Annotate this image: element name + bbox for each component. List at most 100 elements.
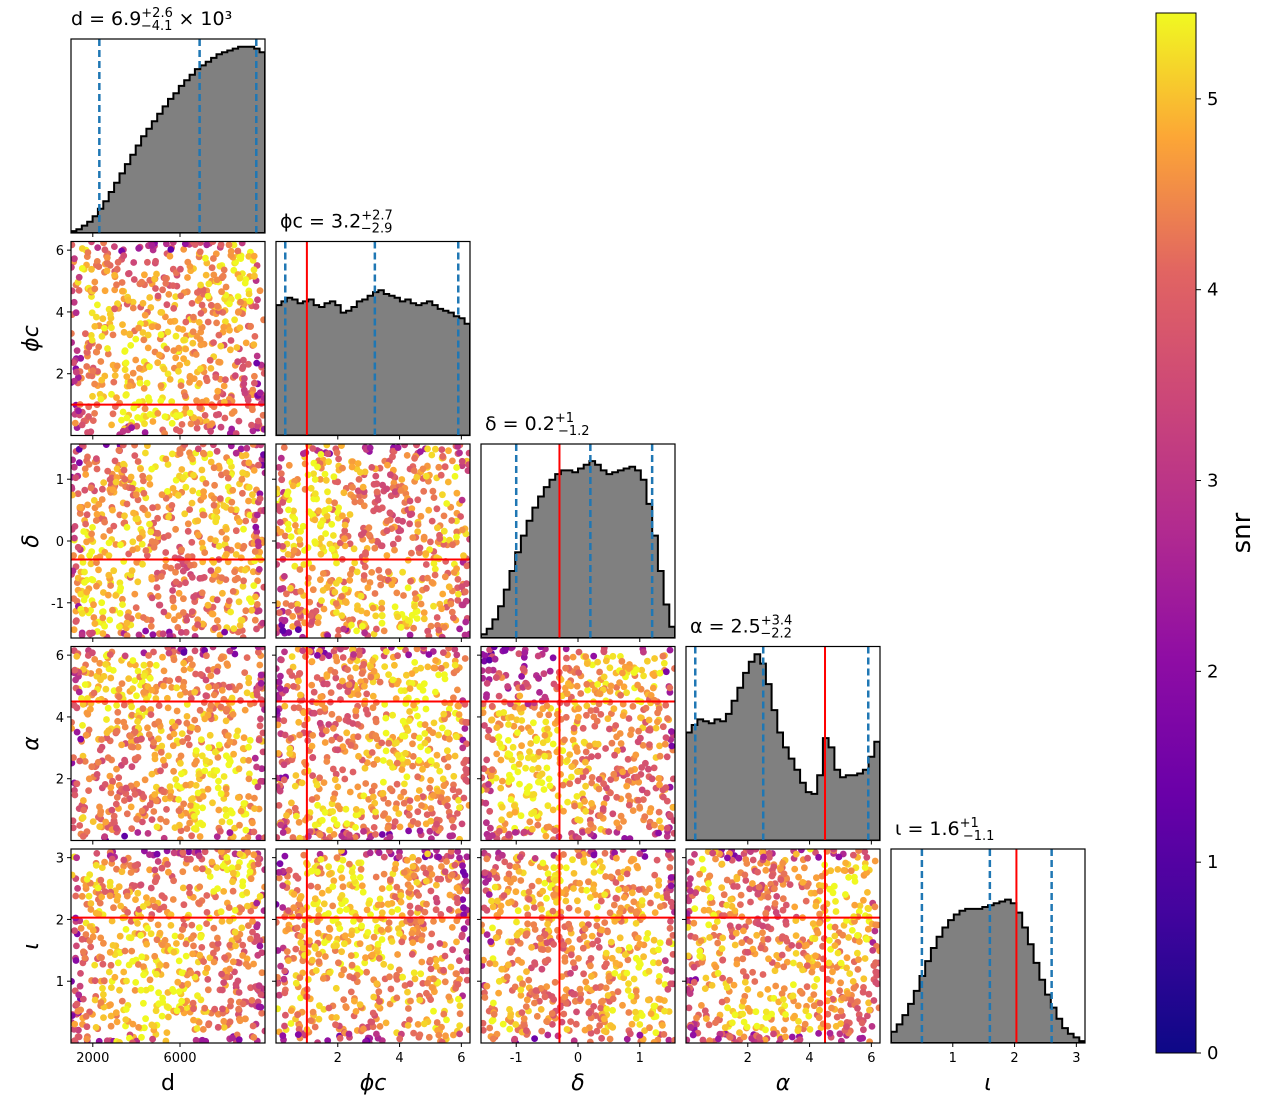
sample-point xyxy=(602,657,610,665)
sample-point xyxy=(651,696,658,704)
sample-point xyxy=(330,725,337,732)
sample-point xyxy=(224,474,232,482)
sample-point xyxy=(650,764,658,772)
sample-point xyxy=(511,802,518,810)
sample-point xyxy=(297,691,304,699)
sample-point xyxy=(140,999,147,1007)
sample-point xyxy=(451,646,459,653)
sample-point xyxy=(134,496,142,504)
sample-point xyxy=(194,517,202,525)
sample-point xyxy=(201,647,209,654)
sample-point xyxy=(316,774,323,782)
sample-point xyxy=(133,780,141,788)
sample-point xyxy=(173,940,180,947)
sample-point xyxy=(132,604,140,612)
sample-point xyxy=(85,461,93,468)
sample-point xyxy=(169,241,177,246)
sample-point xyxy=(401,732,409,740)
sample-point xyxy=(142,449,149,457)
sample-point xyxy=(95,263,103,270)
sample-point xyxy=(516,692,524,700)
sample-point xyxy=(603,794,610,802)
histogram-d xyxy=(71,45,265,233)
sample-point xyxy=(180,595,187,603)
sample-point xyxy=(209,646,217,651)
sample-point xyxy=(150,739,158,746)
sample-point xyxy=(399,717,407,725)
sample-point xyxy=(121,475,129,483)
sample-point xyxy=(242,810,250,818)
sample-point xyxy=(663,824,671,832)
sample-point xyxy=(162,455,170,463)
sample-point xyxy=(151,903,159,911)
sample-point xyxy=(88,763,96,771)
sample-point xyxy=(433,762,440,769)
sample-point xyxy=(582,807,590,815)
sample-point xyxy=(377,542,385,549)
sample-point xyxy=(128,703,136,711)
sample-point xyxy=(546,667,554,675)
sample-point xyxy=(454,686,461,694)
sample-point xyxy=(73,942,80,950)
sample-point xyxy=(307,612,315,619)
y-tick-label: 3 xyxy=(56,852,64,867)
sample-point xyxy=(219,1005,226,1013)
sample-point xyxy=(600,646,608,652)
sample-point xyxy=(389,540,397,548)
sample-point xyxy=(100,939,107,947)
sample-point xyxy=(401,444,408,449)
sample-point xyxy=(395,966,403,974)
sample-point xyxy=(230,625,238,632)
sample-point xyxy=(206,450,214,458)
sample-point xyxy=(71,725,75,732)
sample-point xyxy=(325,458,332,466)
histogram-phi_c xyxy=(276,289,470,436)
sample-point xyxy=(205,744,213,751)
sample-point xyxy=(276,802,283,809)
sample-point xyxy=(363,759,371,767)
sample-point xyxy=(108,421,115,429)
sample-point xyxy=(175,589,183,597)
sample-point xyxy=(360,660,368,668)
sample-point xyxy=(228,410,236,417)
sample-point xyxy=(180,659,188,667)
sample-point xyxy=(543,702,551,710)
sample-point xyxy=(170,948,178,956)
sample-point xyxy=(191,633,199,638)
sample-point xyxy=(109,506,116,514)
sample-point xyxy=(168,450,176,458)
sample-point xyxy=(101,622,108,630)
sample-point xyxy=(219,986,226,994)
sample-point xyxy=(230,241,238,249)
sample-point xyxy=(260,583,265,591)
sample-point xyxy=(160,756,167,764)
sample-point xyxy=(401,687,409,694)
sample-point xyxy=(109,410,117,418)
sample-point xyxy=(634,738,642,746)
sample-point xyxy=(225,597,233,605)
sample-point xyxy=(220,979,228,986)
sample-point xyxy=(115,693,123,701)
sample-point xyxy=(74,543,82,551)
sample-point xyxy=(393,739,400,747)
sample-point xyxy=(163,1003,171,1011)
sample-point xyxy=(336,907,344,915)
sample-point xyxy=(147,528,155,536)
sample-point xyxy=(109,331,117,339)
sample-point xyxy=(370,667,378,675)
sample-point xyxy=(158,309,166,316)
sample-point xyxy=(245,757,253,764)
sample-point xyxy=(408,549,415,557)
sample-point xyxy=(594,752,602,760)
sample-point xyxy=(602,745,609,752)
sample-point xyxy=(110,812,118,820)
sample-point xyxy=(148,770,156,778)
sample-point xyxy=(148,594,156,602)
sample-point xyxy=(280,717,288,725)
sample-point xyxy=(362,780,370,787)
sample-point xyxy=(616,730,624,737)
sample-point xyxy=(99,614,107,622)
sample-point xyxy=(368,569,376,576)
sample-point xyxy=(411,659,419,666)
sample-point xyxy=(663,753,671,761)
